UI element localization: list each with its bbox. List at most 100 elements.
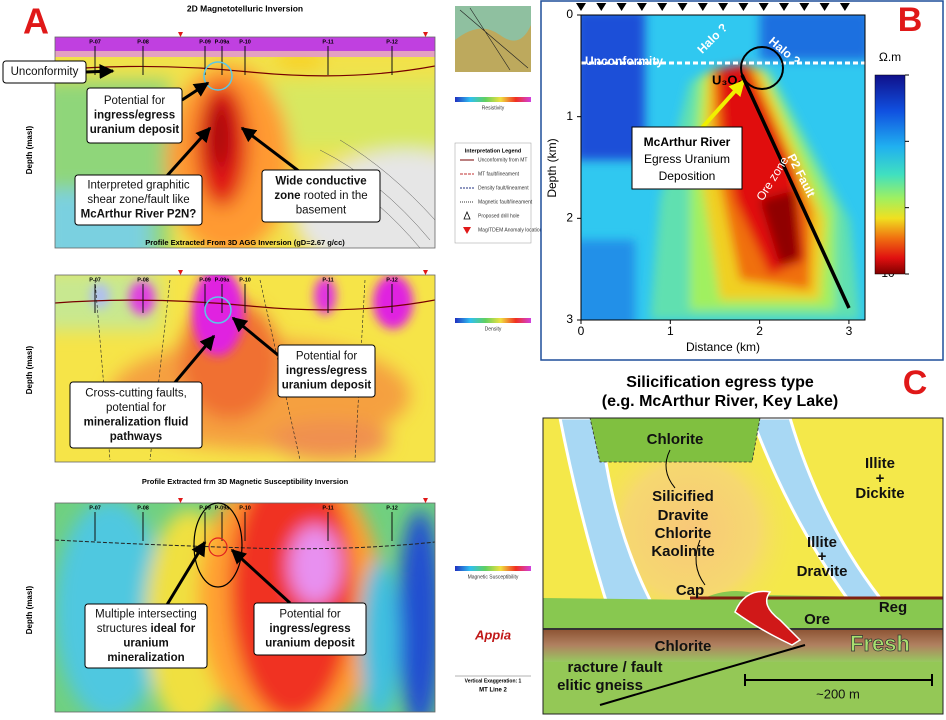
station-label: P-09a [215,277,231,283]
station-label: P-10 [239,277,251,283]
zone-label: Chlorite [655,525,712,542]
callout-text: McArthur River P2N? [81,209,197,221]
callout-box [86,87,183,144]
colorbar [455,318,531,323]
y-tick-label: 0 [566,7,573,21]
x-tick-label: 3 [846,324,853,338]
fault-line [740,74,851,309]
legend-label: Mag/TDEM Anomaly location [478,227,543,233]
line-name: MT Line 2 [479,688,507,694]
callout-text: zone rooted in the [274,190,367,202]
zone-label: racture / fault [567,659,662,676]
callout-span: ingress/egress [94,110,175,122]
y-tick-label: 2 [566,211,573,225]
station-label: P-08 [137,39,149,45]
logo: Appia [474,627,511,642]
callout-span: mineralization fluid [84,416,189,428]
callout-span: uranium deposit [265,638,355,650]
callout-span: ingress/egress [269,623,350,635]
station-label: P-12 [386,277,398,283]
callout-span: McArthur River P2N? [81,209,197,221]
zone-label: Illite [807,534,837,551]
legend-label: Unconformity from MT [478,157,527,163]
legend-strip: Resistivity Interpretation Legend Unconf… [454,6,543,694]
legend-title: Interpretation Legend [465,148,522,154]
station-label: P-09 [199,277,211,283]
callout-box [277,344,376,398]
arrows [85,64,301,609]
callout-text: Potential for [104,95,166,107]
zone-label: Dravite [797,563,848,580]
callout-span: Unconformity [11,66,79,78]
callout-span: uranium deposit [90,124,180,136]
callout-text: mineralization fluid [84,416,189,428]
zone-label: Reg [879,599,907,616]
zone-label: Fresh [850,631,910,656]
legend-label: Proposed drill hole [478,213,520,219]
callout-text: uranium deposit [90,124,180,136]
callout-text: Egress Uranium [644,152,730,166]
station-label: P-09a [215,39,231,45]
station-label: P-08 [137,505,149,511]
callout-text: Cross-cutting faults, [85,387,187,399]
callout-group: Unconformity Potential for ingress/egress u… [2,60,381,669]
callout-span: Multiple intersecting [95,608,197,620]
section-title: 2D Magnetotelluric Inversion [187,3,303,13]
station-label: P-10 [239,39,251,45]
diagram-subtitle: (e.g. McArthur River, Key Lake) [602,393,839,410]
callout-box [84,603,208,669]
resistivity-section [581,15,865,320]
callout-text: McArthur River [644,135,731,149]
y-axis-label: Depth (masl) [25,125,34,174]
callout-box [74,174,203,226]
callout-span: Interpreted graphitic [87,180,190,192]
zone-label: Cap [676,582,704,599]
colorbar-label: Density [485,326,502,332]
callout-span: Wide conductive [275,176,366,188]
station-label: P-11 [322,277,333,283]
callout-span: structures [97,623,151,635]
station-label: P-07 [89,505,101,511]
egress-arrow [698,79,746,132]
zone-label: + [818,548,827,565]
callout-span: Potential for [104,95,166,107]
zone-label: Illite [865,455,895,472]
callout-box [69,381,203,449]
exaggeration: Vertical Exaggeration: 1 [465,678,522,684]
zone-label: Silicified [652,488,714,505]
callout-text: uranium deposit [282,380,372,392]
callout-text: Potential for [296,351,358,363]
callout-text: Wide conductive [275,176,366,188]
callout-text: mineralization [107,652,184,664]
ore-circle [740,46,784,90]
y-tick-label: 1 [566,109,573,123]
y-tick-label: 3 [566,312,573,326]
callout-text: Deposition [659,169,716,183]
callout-span: uranium deposit [282,380,372,392]
callout-text: Unconformity [11,66,79,78]
callout-text: shear zone/fault like [87,194,189,206]
scale-label: ~200 m [816,686,860,701]
panel-label: B [898,1,923,39]
legend-label: Density fault/lineament [478,185,529,191]
y-axis-label: Depth (km) [545,138,559,197]
callout-span: rooted in the [301,190,368,202]
callout-span: ingress/egress [286,365,367,377]
x-tick-label: 0 [578,324,585,338]
station-label: P-09 [199,505,211,511]
colorbar [455,566,531,571]
colorbar-label: Magnetic Susceptibility [468,574,519,580]
callout-span: Potential for [279,609,341,621]
colorbar [455,97,531,102]
section-title: Profile Extracted frm 3D Magnetic Suscep… [142,477,349,486]
legend-label: Magnetic fault/lineament [478,199,533,205]
legend-label: MT fault/lineament [478,171,520,177]
callout-text: Interpreted graphitic [87,180,190,192]
zone-label: + [876,470,885,487]
station-label: P-11 [322,39,333,45]
legend-swatch [463,210,471,220]
callout-box [253,602,367,656]
callout-span: basement [296,205,347,217]
station-label: P-07 [89,39,101,45]
